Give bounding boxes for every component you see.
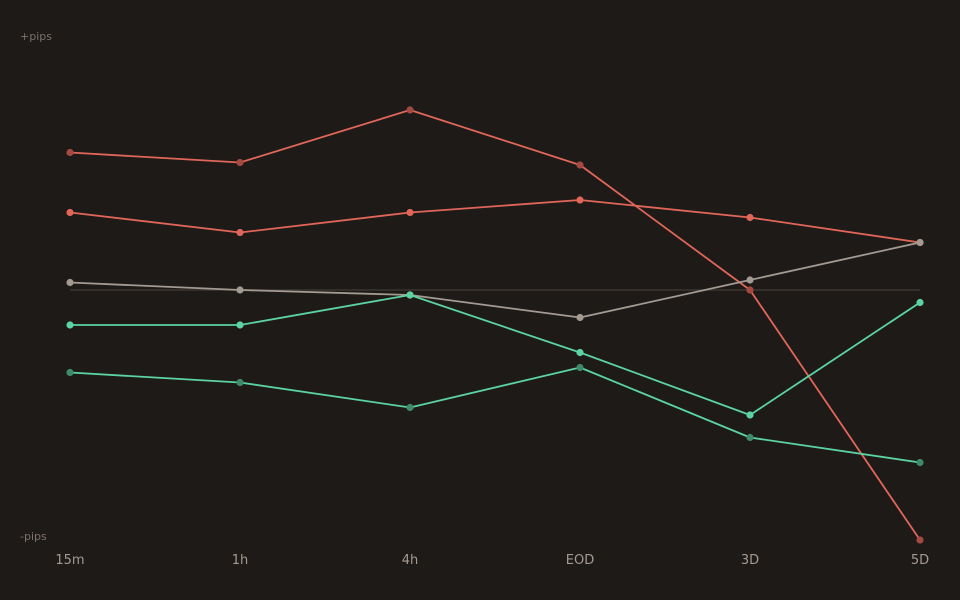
series-line — [69, 109, 921, 541]
data-point — [66, 278, 74, 287]
data-point — [236, 321, 244, 329]
x-tick-label: 3D — [741, 553, 759, 568]
data-point — [746, 286, 754, 294]
series-line — [69, 366, 921, 464]
x-tick-label: 4h — [402, 553, 419, 568]
data-point — [576, 196, 584, 204]
data-point — [66, 368, 74, 377]
data-point — [746, 411, 754, 419]
series-layer — [66, 106, 924, 544]
x-tick-label: 5D — [911, 553, 929, 568]
data-point — [406, 208, 414, 217]
series-1 — [66, 106, 924, 544]
x-tick-label: 1h — [232, 553, 249, 568]
data-point — [236, 228, 244, 237]
y-axis-bottom-label: -pips — [20, 530, 47, 543]
series-line — [69, 241, 921, 319]
data-point — [746, 433, 754, 442]
data-point — [236, 158, 244, 167]
data-point — [746, 276, 754, 284]
y-axis-top-label: +pips — [20, 30, 52, 43]
series-line — [69, 199, 921, 244]
data-point — [916, 238, 924, 247]
data-point — [916, 458, 924, 467]
data-point — [576, 161, 584, 169]
x-axis-ticks: 15m 1h 4h EOD 3D 5D — [55, 553, 929, 568]
data-point — [746, 213, 754, 222]
data-point — [236, 286, 244, 294]
data-point — [236, 378, 244, 387]
data-point — [406, 106, 414, 114]
data-point — [406, 403, 414, 412]
x-tick-label: EOD — [566, 553, 594, 568]
data-point — [916, 536, 924, 544]
series-line — [70, 294, 921, 416]
series-2 — [66, 196, 924, 247]
series-4 — [66, 291, 924, 419]
data-point — [66, 148, 74, 157]
data-point — [576, 348, 584, 357]
series-3 — [66, 238, 924, 322]
data-point — [406, 291, 414, 299]
data-point — [576, 313, 584, 322]
data-point — [66, 321, 74, 329]
series-5 — [66, 363, 924, 467]
x-tick-label: 15m — [55, 553, 84, 568]
data-point — [916, 298, 924, 307]
data-point — [576, 363, 584, 372]
data-point — [66, 208, 74, 217]
